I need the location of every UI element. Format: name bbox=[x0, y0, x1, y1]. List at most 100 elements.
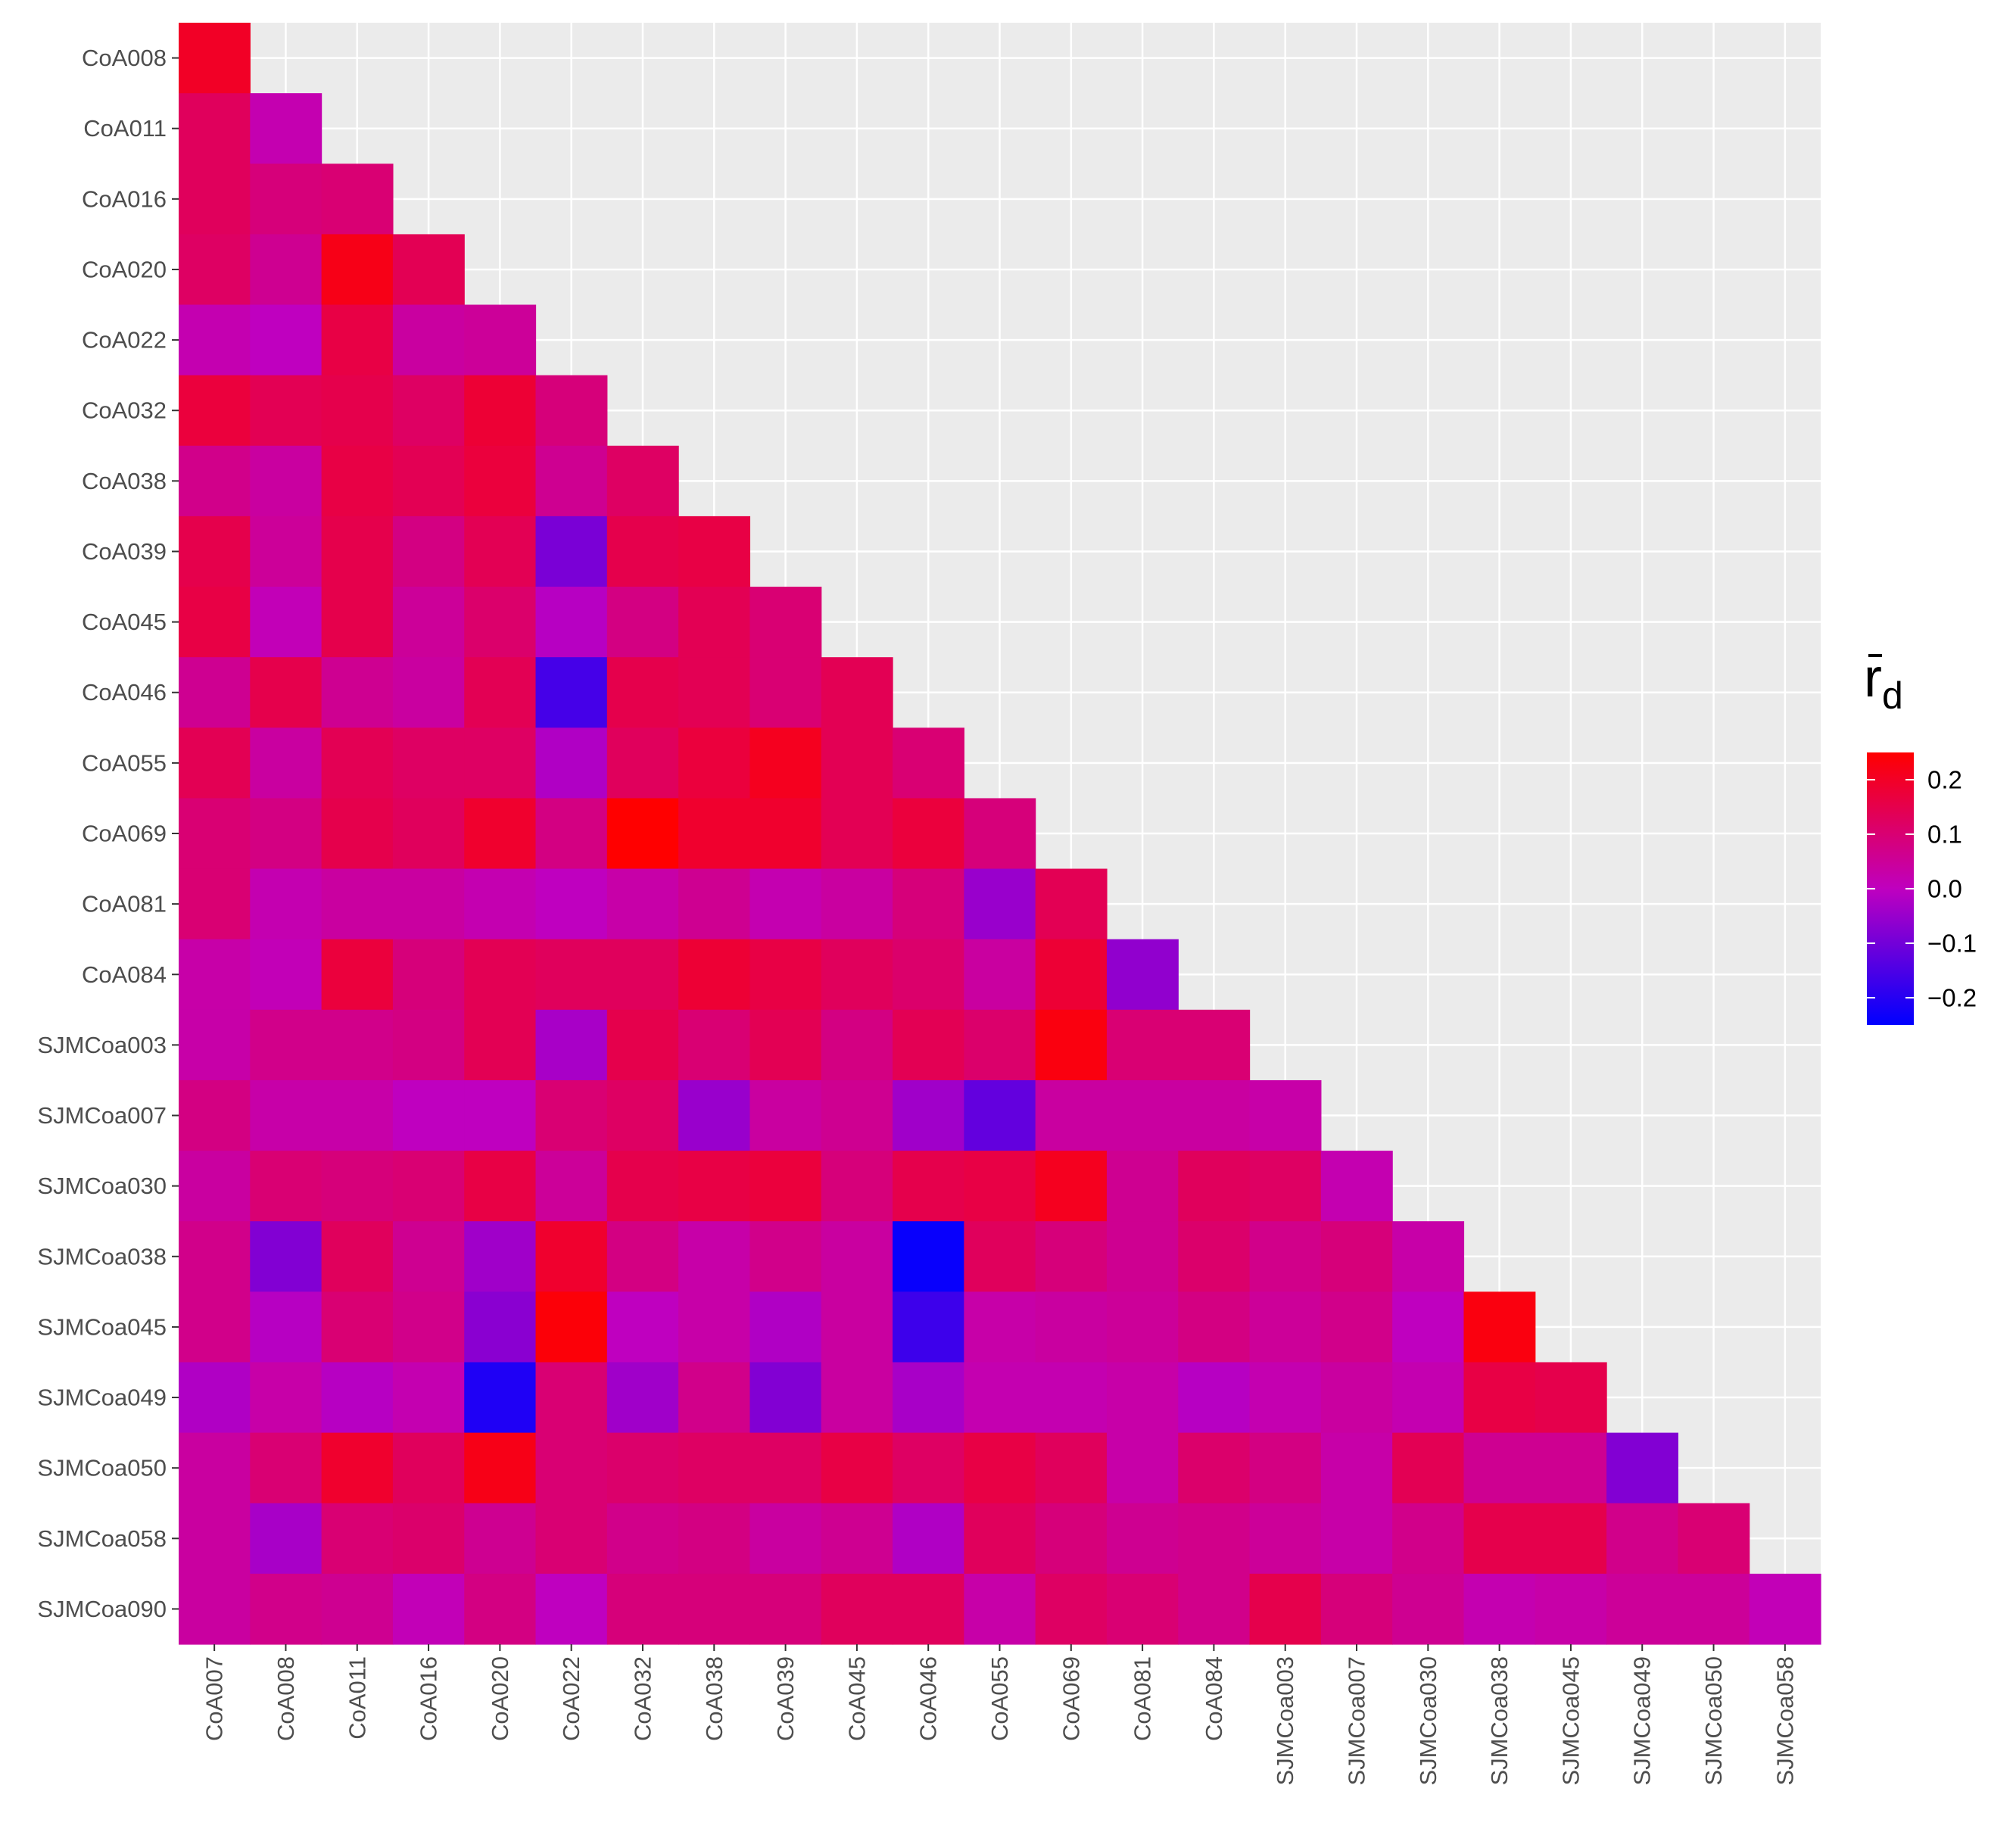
heatmap-cell bbox=[678, 1079, 751, 1151]
y-tick-label: CoA032 bbox=[82, 397, 167, 424]
heatmap-cell bbox=[179, 1009, 251, 1081]
y-tick-label: SJMCoa030 bbox=[37, 1173, 167, 1199]
y-tick-label: CoA008 bbox=[82, 45, 167, 71]
heatmap-cell bbox=[606, 1291, 679, 1363]
heatmap-cell bbox=[678, 1009, 751, 1081]
heatmap-cell bbox=[964, 939, 1036, 1011]
heatmap-cell bbox=[749, 1009, 822, 1081]
heatmap-cell bbox=[392, 1503, 465, 1575]
heatmap-cell bbox=[606, 445, 679, 517]
heatmap-cell bbox=[1320, 1151, 1393, 1222]
heatmap-cell bbox=[535, 1573, 608, 1645]
heatmap-cell bbox=[464, 516, 537, 587]
heatmap-cell bbox=[464, 1432, 537, 1504]
heatmap-cell bbox=[321, 234, 394, 306]
heatmap-cell bbox=[179, 1291, 251, 1363]
heatmap-cell bbox=[893, 1573, 964, 1645]
y-tick-label: CoA039 bbox=[82, 538, 167, 565]
heatmap-cell bbox=[179, 1221, 251, 1292]
heatmap-cell bbox=[1463, 1362, 1536, 1434]
x-tick-labels: CoA007 CoA008 CoA011 CoA016 CoA020 CoA022 CoA0… bbox=[201, 1644, 1798, 1786]
heatmap-cell bbox=[821, 868, 893, 940]
heatmap-cell bbox=[1178, 1573, 1251, 1645]
x-tick-label: SJMCoa058 bbox=[1771, 1656, 1798, 1786]
heatmap-cell bbox=[179, 1432, 251, 1504]
heatmap-cell bbox=[179, 798, 251, 870]
heatmap-cell bbox=[964, 868, 1036, 940]
heatmap-cell bbox=[606, 657, 679, 728]
heatmap-cell bbox=[821, 1079, 893, 1151]
x-tick-label: SJMCoa030 bbox=[1415, 1656, 1441, 1786]
heatmap-cell bbox=[392, 1291, 465, 1363]
x-tick-label: CoA020 bbox=[487, 1656, 513, 1741]
y-tick-label: CoA069 bbox=[82, 821, 167, 847]
heatmap-cell bbox=[392, 798, 465, 870]
heatmap-cell bbox=[179, 1362, 251, 1434]
heatmap-cell bbox=[250, 1503, 322, 1575]
heatmap-cell bbox=[250, 445, 322, 517]
heatmap-cell bbox=[821, 727, 893, 799]
heatmap-cell bbox=[893, 798, 964, 870]
heatmap-cell bbox=[749, 1291, 822, 1363]
heatmap-cell bbox=[1392, 1221, 1465, 1292]
heatmap-cell bbox=[250, 1432, 322, 1504]
heatmap-cell bbox=[250, 516, 322, 587]
heatmap-cell bbox=[1035, 939, 1108, 1011]
heatmap-cell bbox=[535, 516, 608, 587]
heatmap-cell bbox=[964, 798, 1036, 870]
heatmap-cell bbox=[1249, 1221, 1322, 1292]
heatmap-cell bbox=[606, 1362, 679, 1434]
heatmap-cell bbox=[1535, 1573, 1607, 1645]
x-tick-label: SJMCoa007 bbox=[1344, 1656, 1370, 1786]
heatmap-cell bbox=[606, 1573, 679, 1645]
heatmap-cell bbox=[1178, 1151, 1251, 1222]
x-tick-label: CoA081 bbox=[1130, 1656, 1156, 1741]
heatmap-cell bbox=[1035, 868, 1108, 940]
heatmap-cell bbox=[535, 1221, 608, 1292]
heatmap-cell bbox=[1678, 1503, 1750, 1575]
heatmap-cell bbox=[321, 657, 394, 728]
heatmap-cell bbox=[1106, 1221, 1179, 1292]
heatmap-cell bbox=[606, 1221, 679, 1292]
x-tick-label: CoA045 bbox=[843, 1656, 870, 1741]
heatmap-cell bbox=[1320, 1503, 1393, 1575]
legend-tick-label: 0.1 bbox=[1927, 821, 1962, 849]
x-tick-label: SJMCoa045 bbox=[1557, 1656, 1584, 1786]
heatmap-cell bbox=[1035, 1432, 1108, 1504]
heatmap-cell bbox=[821, 1009, 893, 1081]
heatmap-cell bbox=[321, 1362, 394, 1434]
y-tick-label: SJMCoa003 bbox=[37, 1032, 167, 1058]
heatmap-cell bbox=[464, 1362, 537, 1434]
heatmap-cell bbox=[1178, 1079, 1251, 1151]
heatmap-cell bbox=[893, 1362, 964, 1434]
heatmap-cell bbox=[678, 587, 751, 658]
heatmap-cell bbox=[606, 1009, 679, 1081]
heatmap-cell bbox=[250, 375, 322, 447]
x-tick-label: CoA011 bbox=[344, 1656, 370, 1740]
heatmap-cell bbox=[1035, 1503, 1108, 1575]
heatmap-cell bbox=[606, 868, 679, 940]
heatmap-cell bbox=[464, 1151, 537, 1222]
heatmap-cell bbox=[1249, 1291, 1322, 1363]
heatmap-cell bbox=[250, 727, 322, 799]
heatmap-cell bbox=[749, 1151, 822, 1222]
y-tick-label: CoA016 bbox=[82, 185, 167, 212]
heatmap-cell bbox=[1535, 1362, 1607, 1434]
heatmap-cell bbox=[392, 1362, 465, 1434]
heatmap-cell bbox=[179, 868, 251, 940]
heatmap-cell bbox=[678, 868, 751, 940]
legend-tick-label: 0.2 bbox=[1927, 766, 1962, 794]
heatmap-cell bbox=[392, 727, 465, 799]
heatmap-cell bbox=[321, 587, 394, 658]
heatmap-cell bbox=[321, 1432, 394, 1504]
heatmap-cell bbox=[179, 23, 251, 94]
heatmap-cell bbox=[678, 798, 751, 870]
x-tick-label: CoA039 bbox=[772, 1656, 799, 1741]
x-tick-label: CoA022 bbox=[558, 1656, 584, 1741]
heatmap-cell bbox=[1035, 1362, 1108, 1434]
heatmap-cell bbox=[392, 375, 465, 447]
heatmap-cell bbox=[606, 587, 679, 658]
heatmap-cell bbox=[678, 516, 751, 587]
x-tick-label: CoA084 bbox=[1201, 1656, 1227, 1741]
heatmap-cell bbox=[1606, 1573, 1678, 1645]
